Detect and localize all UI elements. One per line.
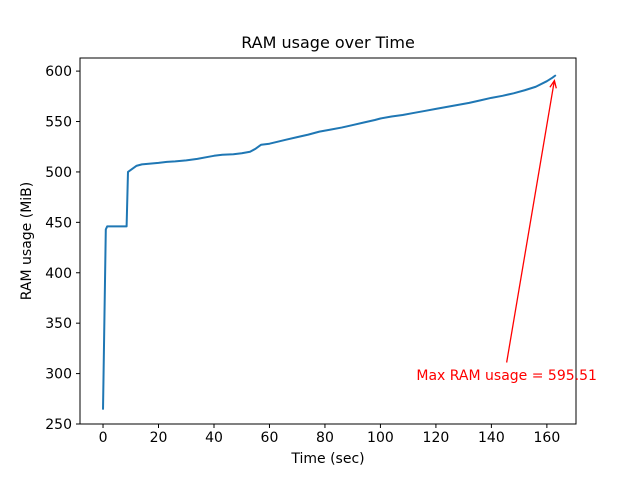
x-tick-label: 40 xyxy=(205,430,223,446)
y-tick-label: 350 xyxy=(45,316,72,332)
ram-usage-line xyxy=(102,74,557,410)
x-tick-label: 0 xyxy=(99,430,108,446)
axes-frame xyxy=(79,57,577,425)
y-tick-label: 450 xyxy=(45,215,72,231)
chart-title: RAM usage over Time xyxy=(241,33,415,52)
x-tick-label: 20 xyxy=(150,430,168,446)
x-tick-label: 100 xyxy=(367,430,394,446)
y-tick-label: 600 xyxy=(45,64,72,80)
x-tick-label: 140 xyxy=(478,430,505,446)
y-tick-label: 500 xyxy=(45,165,72,181)
max-ram-annotation-label: Max RAM usage = 595.51 xyxy=(416,367,597,384)
y-tick-label: 250 xyxy=(45,417,72,433)
x-axis-label: Time (sec) xyxy=(291,451,365,467)
annotation-arrow-head xyxy=(549,79,557,89)
y-tick-label: 400 xyxy=(45,266,72,282)
x-tick-label: 160 xyxy=(534,430,561,446)
x-tick-label: 60 xyxy=(261,430,279,446)
x-tick-label: 80 xyxy=(316,430,334,446)
x-tick-label: 120 xyxy=(423,430,450,446)
y-axis-label: RAM usage (MiB) xyxy=(19,181,35,301)
y-tick-label: 550 xyxy=(45,115,72,131)
y-tick-label: 300 xyxy=(45,367,72,383)
annotation-arrow-shaft xyxy=(506,80,556,363)
